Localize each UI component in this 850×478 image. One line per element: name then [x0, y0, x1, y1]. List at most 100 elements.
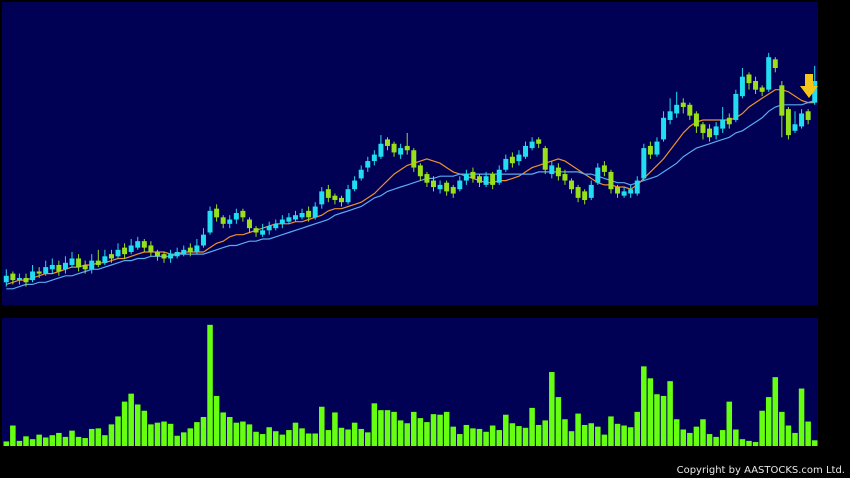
volume-bar [161, 421, 167, 446]
volume-bar [496, 430, 502, 446]
candle-body [292, 215, 298, 220]
candle-body [371, 154, 377, 162]
candle-body [62, 262, 68, 270]
candle-body [503, 158, 509, 170]
volume-bar [253, 431, 259, 446]
volume-bar [595, 426, 601, 446]
volume-bar [266, 427, 272, 446]
volume-bar [154, 422, 161, 446]
volume-bar [437, 414, 443, 446]
candle-body [16, 277, 22, 281]
volume-bar [772, 377, 779, 446]
candle-body [621, 191, 627, 196]
volume-bar [522, 427, 529, 446]
candle-body [542, 148, 548, 170]
volume-bar [621, 425, 627, 446]
volume-bar [614, 423, 621, 446]
volume-bar [23, 436, 29, 446]
candle-body [582, 191, 588, 201]
candle-body [345, 189, 351, 203]
candle-body [279, 219, 285, 224]
volume-bar [3, 441, 10, 446]
candle-body [720, 119, 726, 129]
volume-bar [811, 440, 818, 446]
candle-body [115, 249, 121, 257]
candle-body [562, 174, 568, 181]
volume-bar [706, 434, 713, 446]
volume-bar [450, 426, 456, 446]
volume-bar [82, 438, 88, 446]
candle-body [36, 271, 42, 274]
volume-bar [503, 414, 509, 446]
volume-bar [779, 411, 785, 446]
volume-bar [108, 424, 115, 446]
candle-body [168, 254, 174, 259]
candle-body [785, 109, 791, 136]
volume-bar [575, 413, 581, 446]
volume-bar [384, 410, 391, 446]
volume-bar [483, 431, 489, 446]
volume-bar [88, 428, 95, 446]
volume-bar [194, 422, 200, 446]
candle-body [181, 249, 187, 255]
volume-bar [792, 432, 798, 446]
volume-bar [75, 436, 82, 446]
candle-body [805, 111, 811, 120]
volume-bar [174, 435, 180, 446]
volume-bar [752, 442, 759, 446]
candle-body [227, 219, 233, 224]
volume-bar [286, 430, 292, 446]
volume-bar [713, 436, 719, 446]
volume-bar [746, 440, 752, 446]
volume-bar [798, 388, 805, 446]
candle-body [378, 143, 384, 157]
candle-body [431, 180, 437, 188]
volume-bar [292, 422, 299, 446]
candle-body [23, 277, 29, 283]
candle-body [3, 275, 9, 283]
candle-body [628, 189, 634, 194]
volume-bar [673, 419, 680, 446]
candle-body [457, 180, 463, 190]
candle-body [753, 80, 759, 90]
volume-bar [476, 428, 483, 446]
candle-body [325, 189, 331, 198]
marks [3, 52, 818, 446]
candle-body [391, 143, 397, 153]
volume-bar [207, 324, 213, 446]
candle-body [707, 128, 713, 138]
candle-body [220, 217, 226, 224]
candle-body [417, 165, 423, 177]
volume-bar [358, 428, 364, 446]
candle-body [398, 148, 404, 155]
candle-body [444, 182, 450, 192]
volume-bar [634, 411, 641, 446]
volume-bar [693, 426, 700, 446]
candle-body [49, 264, 55, 270]
volume-bar [180, 432, 187, 446]
volume-bar [246, 424, 253, 446]
candle-body [161, 254, 167, 259]
volume-bar [200, 416, 207, 446]
candle-body [674, 104, 680, 114]
candle-body [69, 258, 75, 265]
volume-bar [568, 431, 575, 446]
candle-body [608, 171, 614, 190]
volume-bar [588, 423, 595, 446]
candle-body [799, 113, 805, 127]
candle-body [693, 113, 699, 127]
volume-bar [424, 422, 430, 446]
candle-body [667, 111, 673, 120]
candle-body [516, 154, 522, 162]
candle-body [595, 167, 601, 183]
volume-bar [417, 418, 424, 446]
candle-body [332, 195, 338, 201]
candle-body [141, 241, 147, 248]
volume-bar [785, 425, 792, 446]
volume-bar [726, 401, 733, 446]
volume-bar [187, 428, 194, 446]
volume-bar [627, 427, 634, 446]
candle-body [549, 165, 555, 175]
volume-bar [338, 427, 345, 446]
candle-body [148, 245, 154, 252]
